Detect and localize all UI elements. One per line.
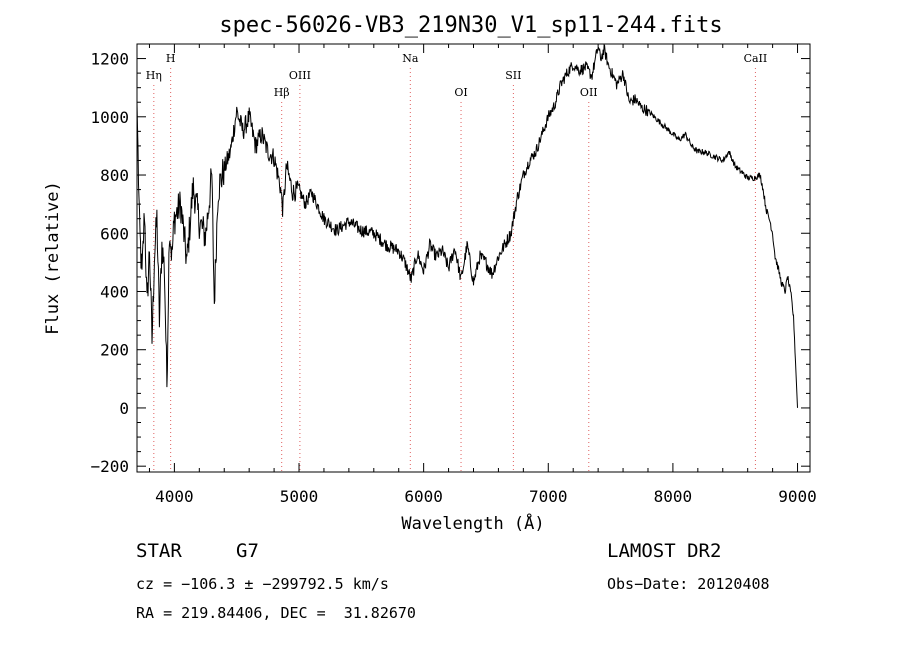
y-tick-label: 1000 — [90, 108, 129, 127]
x-tick-label: 6000 — [404, 487, 443, 506]
line-label: Hβ — [274, 86, 290, 99]
y-tick-label: −200 — [90, 457, 129, 476]
line-label: Hη — [146, 69, 162, 82]
plot-frame — [136, 43, 811, 473]
x-tick-label: 8000 — [654, 487, 693, 506]
x-tick-label: 4000 — [155, 487, 194, 506]
y-tick-label: 0 — [119, 399, 129, 418]
chart-title: spec-56026-VB3_219N30_V1_sp11-244.fits — [219, 13, 722, 38]
y-axis-label: Flux (relative) — [43, 181, 63, 335]
x-axis-label: Wavelength (Å) — [401, 512, 544, 534]
object-class: STAR — [136, 540, 182, 562]
emission-lines: Hη H Hβ OIII Na OI SII OII CaII — [146, 52, 768, 472]
line-label: SII — [505, 69, 521, 82]
x-tick-label: 5000 — [280, 487, 319, 506]
line-label: OII — [580, 86, 598, 99]
line-label: OI — [454, 86, 467, 99]
object-subclass: G7 — [236, 540, 259, 562]
x-tick-label: 7000 — [529, 487, 568, 506]
line-label: OIII — [289, 69, 311, 82]
x-axis: 4000 5000 6000 7000 8000 9000 — [148, 44, 817, 506]
y-tick-label: 1200 — [90, 50, 129, 69]
x-tick-label: 9000 — [778, 487, 817, 506]
y-tick-label: 800 — [100, 166, 129, 185]
coordinates: RA = 219.84406, DEC = 31.82670 — [136, 604, 416, 622]
redshift-readout: cz = −106.3 ± −299792.5 km/s — [136, 575, 389, 593]
y-tick-label: 400 — [100, 282, 129, 301]
line-label: CaII — [744, 52, 768, 65]
line-label: Na — [402, 52, 419, 65]
spectrum-line — [136, 43, 798, 408]
line-label: H — [166, 52, 176, 65]
observation-date: Obs−Date: 20120408 — [607, 575, 770, 593]
y-tick-label: 600 — [100, 224, 129, 243]
y-axis: −200 0 200 400 600 800 1000 1200 — [90, 50, 810, 476]
y-tick-label: 200 — [100, 341, 129, 360]
survey-name: LAMOST DR2 — [607, 540, 722, 562]
